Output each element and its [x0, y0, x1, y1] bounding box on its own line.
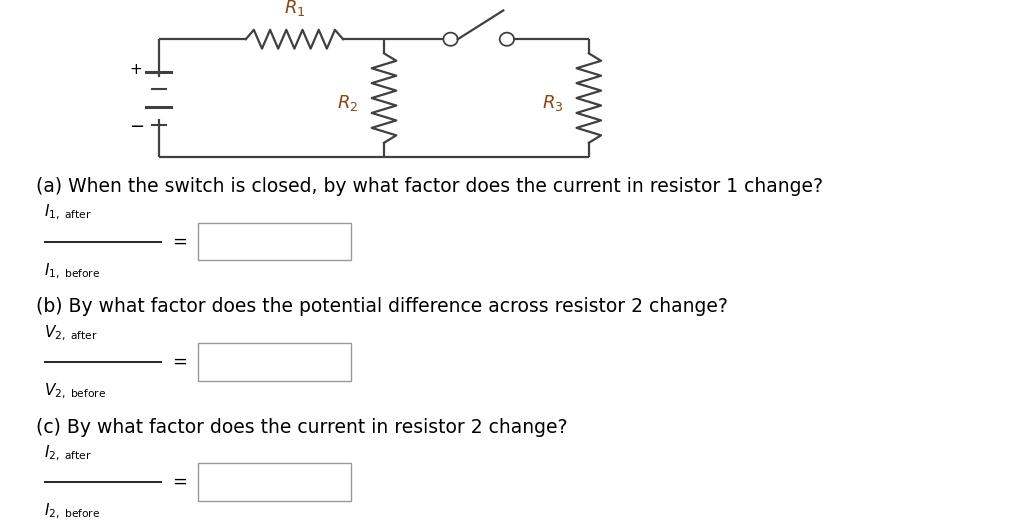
- Text: $V_{2,\ \sf{after}}$: $V_{2,\ \sf{after}}$: [44, 323, 97, 343]
- Text: (c) By what factor does the current in resistor 2 change?: (c) By what factor does the current in r…: [36, 418, 567, 437]
- Text: $R_1$: $R_1$: [284, 0, 305, 18]
- Text: −: −: [129, 118, 143, 136]
- FancyBboxPatch shape: [198, 343, 351, 381]
- Text: $I_{1,\ \sf{after}}$: $I_{1,\ \sf{after}}$: [44, 203, 92, 222]
- Text: (a) When the switch is closed, by what factor does the current in resistor 1 cha: (a) When the switch is closed, by what f…: [36, 177, 823, 196]
- Text: +: +: [130, 62, 142, 77]
- Text: $R_3$: $R_3$: [542, 93, 563, 113]
- Text: =: =: [172, 233, 187, 251]
- FancyBboxPatch shape: [198, 223, 351, 260]
- Text: $I_{2,\ \sf{before}}$: $I_{2,\ \sf{before}}$: [44, 502, 100, 521]
- FancyBboxPatch shape: [198, 463, 351, 501]
- Text: $V_{2,\ \sf{before}}$: $V_{2,\ \sf{before}}$: [44, 382, 106, 401]
- Text: $I_{2,\ \sf{after}}$: $I_{2,\ \sf{after}}$: [44, 444, 92, 463]
- Text: =: =: [172, 353, 187, 371]
- Text: $R_2$: $R_2$: [337, 93, 358, 113]
- Text: (b) By what factor does the potential difference across resistor 2 change?: (b) By what factor does the potential di…: [36, 298, 728, 316]
- Text: $I_{1,\ \sf{before}}$: $I_{1,\ \sf{before}}$: [44, 262, 100, 281]
- Text: =: =: [172, 473, 187, 491]
